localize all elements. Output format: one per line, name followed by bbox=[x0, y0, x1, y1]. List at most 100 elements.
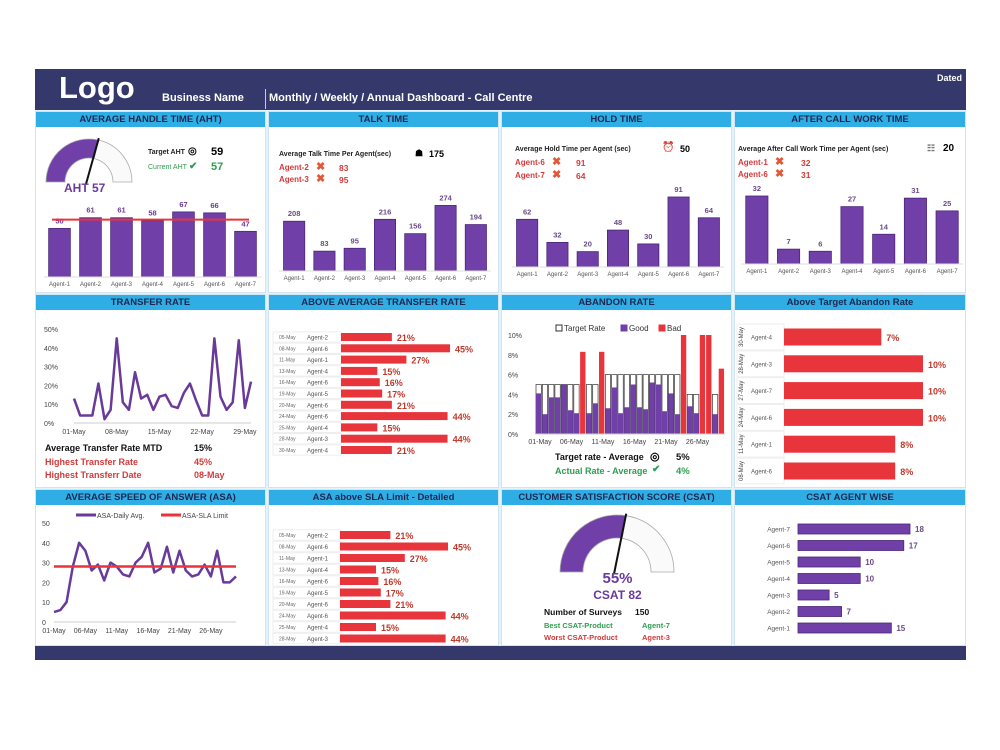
best-csat-label: Best CSAT-Product bbox=[544, 621, 613, 630]
data-label: 44% bbox=[451, 612, 469, 622]
bar bbox=[48, 228, 71, 278]
data-label: 61 bbox=[86, 206, 94, 215]
x-tick-label: Agent-1 bbox=[746, 269, 768, 275]
agent-label: Agent-4 bbox=[307, 449, 329, 455]
bar bbox=[797, 523, 911, 535]
data-label: 45% bbox=[455, 344, 473, 354]
data-label: 10% bbox=[928, 413, 946, 423]
data-label: 17% bbox=[387, 390, 405, 400]
bar bbox=[172, 211, 195, 278]
panel-title: CSAT AGENT WISE bbox=[735, 490, 965, 505]
bar bbox=[667, 196, 690, 268]
agent-label: Agent-6 bbox=[307, 415, 329, 421]
y-tick-label: 10% bbox=[44, 402, 58, 409]
y-tick-label: 6% bbox=[508, 373, 518, 380]
data-label: 274 bbox=[439, 193, 452, 202]
legend-swatch bbox=[658, 324, 666, 332]
x-tick-label: 22-May bbox=[191, 429, 215, 436]
x-tick-label: 16-May bbox=[623, 439, 647, 446]
panel-title: CUSTOMER SATISFACTION SCORE (CSAT) bbox=[502, 490, 731, 505]
bar bbox=[797, 573, 861, 584]
aht-chart: 50 Agent-1 61 Agent-2 61 Agent-3 58 Agent-4 67 Ag… bbox=[44, 137, 261, 288]
bar bbox=[464, 224, 487, 272]
agent-label: Agent-3 bbox=[307, 437, 329, 443]
avg-transfer-value: 15% bbox=[194, 443, 213, 453]
bar bbox=[797, 622, 892, 634]
good-bar bbox=[542, 414, 548, 434]
alert-agent: Agent-1 bbox=[738, 158, 768, 167]
row-label-cell bbox=[736, 323, 785, 351]
aht-gauge-label: AHT 57 bbox=[64, 181, 106, 195]
bar bbox=[340, 565, 376, 574]
gauge-remainder bbox=[93, 139, 133, 183]
row-label-cell bbox=[736, 430, 785, 458]
y-tick-label: 20 bbox=[42, 580, 50, 587]
date-label: 28-May bbox=[279, 637, 296, 643]
date-label: 28-May bbox=[279, 437, 296, 443]
date-label: 08-May bbox=[739, 461, 745, 481]
bar bbox=[797, 589, 830, 601]
agent-label: Agent-4 bbox=[307, 369, 329, 375]
date-label: 25-May bbox=[279, 425, 296, 431]
panel-title: AVERAGE SPEED OF ANSWER (ASA) bbox=[36, 490, 265, 505]
x-tick-label: Agent-2 bbox=[547, 272, 569, 278]
x-tick-label: Agent-4 bbox=[374, 276, 396, 282]
best-csat-value: Agent-7 bbox=[642, 621, 670, 630]
data-label: 44% bbox=[451, 635, 469, 645]
good-bar bbox=[611, 387, 617, 434]
alert-value: 32 bbox=[801, 158, 811, 168]
legend-swatch bbox=[555, 324, 563, 332]
data-label: 17% bbox=[386, 589, 404, 599]
good-bar bbox=[636, 407, 643, 434]
good-bar bbox=[693, 413, 699, 434]
x-tick-label: 01-May bbox=[528, 439, 552, 446]
bar bbox=[341, 423, 378, 432]
current-aht-value: 57 bbox=[211, 161, 224, 173]
bar bbox=[935, 210, 959, 265]
data-label: 32 bbox=[753, 184, 761, 193]
above-target-abandon-chart: 30-May Agent-4 7% 28-May Agent-3 10% 27-May Age… bbox=[736, 323, 946, 485]
alert-agent: Agent-2 bbox=[279, 163, 309, 172]
data-label: 66 bbox=[210, 201, 218, 210]
bad-bar bbox=[718, 368, 725, 434]
bar bbox=[607, 229, 630, 268]
business-name: Business Name bbox=[162, 92, 244, 104]
date-label: 13-May bbox=[279, 568, 296, 574]
row-label-cell bbox=[736, 457, 785, 485]
bar bbox=[341, 434, 448, 443]
check-circle-icon: ✔ bbox=[652, 464, 661, 475]
bar bbox=[341, 366, 378, 375]
x-tick-label: Agent-2 bbox=[80, 282, 102, 288]
bad-bar bbox=[599, 351, 605, 434]
header: Logo Business Name Monthly / Weekly / An… bbox=[35, 69, 966, 110]
transfer-rate-chart: 0% 10% 20% 30% 40% 50% 01-May 08-May 15-May 22-Ma… bbox=[44, 327, 257, 436]
date-label: 28-May bbox=[739, 354, 745, 374]
bar bbox=[784, 408, 923, 426]
bar bbox=[840, 206, 864, 265]
data-label: 16% bbox=[385, 378, 403, 388]
data-label: 7 bbox=[786, 237, 790, 246]
data-label: 44% bbox=[453, 435, 471, 445]
data-label: 10% bbox=[928, 387, 946, 397]
y-tick-label: 50 bbox=[42, 521, 50, 528]
aht-panel: AVERAGE HANDLE TIME (AHT) 50 Agent-1 61 Age… bbox=[35, 111, 266, 293]
bar bbox=[340, 623, 376, 631]
data-label: 7% bbox=[886, 333, 899, 343]
data-label: 16% bbox=[383, 577, 401, 587]
y-tick-label: 10% bbox=[508, 333, 522, 340]
bar bbox=[340, 611, 446, 620]
data-label: 10 bbox=[865, 558, 874, 567]
data-label: 48 bbox=[614, 218, 622, 227]
good-bar bbox=[668, 393, 674, 434]
legend-label: Target Rate bbox=[564, 324, 606, 333]
agent-label: Agent-6 bbox=[767, 543, 790, 550]
y-tick-label: 40% bbox=[44, 346, 58, 353]
agent-label: Agent-6 bbox=[307, 603, 329, 609]
legend-label: ASA-Daily Avg. bbox=[97, 513, 144, 520]
bar bbox=[79, 217, 102, 278]
panel-title: AFTER CALL WORK TIME bbox=[735, 112, 965, 127]
data-label: 15% bbox=[381, 623, 399, 633]
x-tick-label: Agent-2 bbox=[314, 276, 336, 282]
bar bbox=[341, 355, 407, 364]
alarm-clock-icon: ⏰ bbox=[662, 142, 675, 153]
